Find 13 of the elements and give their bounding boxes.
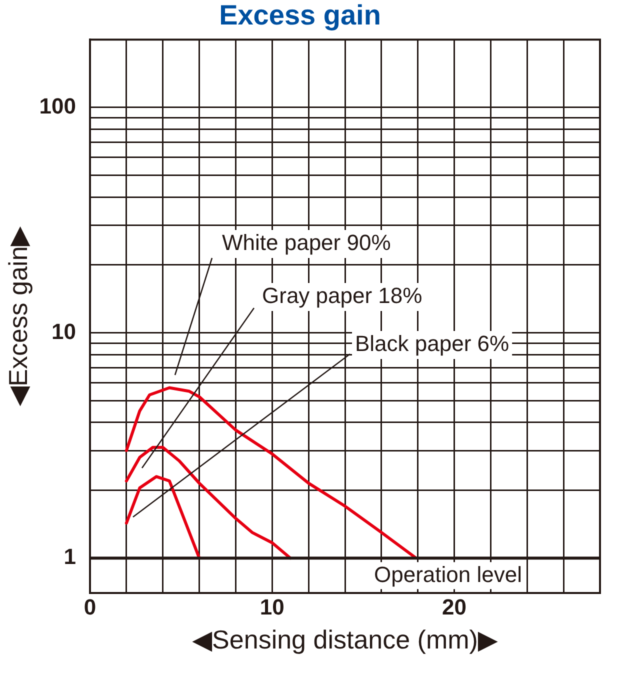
y-axis-title: ◀Excess gain▶ <box>2 226 33 406</box>
annotation: Gray paper 18% <box>262 283 422 308</box>
x-axis-title: ◀Sensing distance (mm)▶ <box>192 624 498 655</box>
y-tick-label: 100 <box>39 93 76 118</box>
ref-line-label: Operation level <box>374 562 522 588</box>
chart-title: Excess gain <box>219 0 381 31</box>
x-tick-label: 0 <box>84 594 96 620</box>
x-tick-label: 20 <box>442 594 467 620</box>
x-tick-label: 10 <box>260 594 284 620</box>
y-tick-label: 1 <box>64 544 76 570</box>
annotation: White paper 90% <box>222 230 391 256</box>
annotation: Black paper 6% <box>355 331 510 356</box>
y-tick-label: 10 <box>52 318 76 344</box>
